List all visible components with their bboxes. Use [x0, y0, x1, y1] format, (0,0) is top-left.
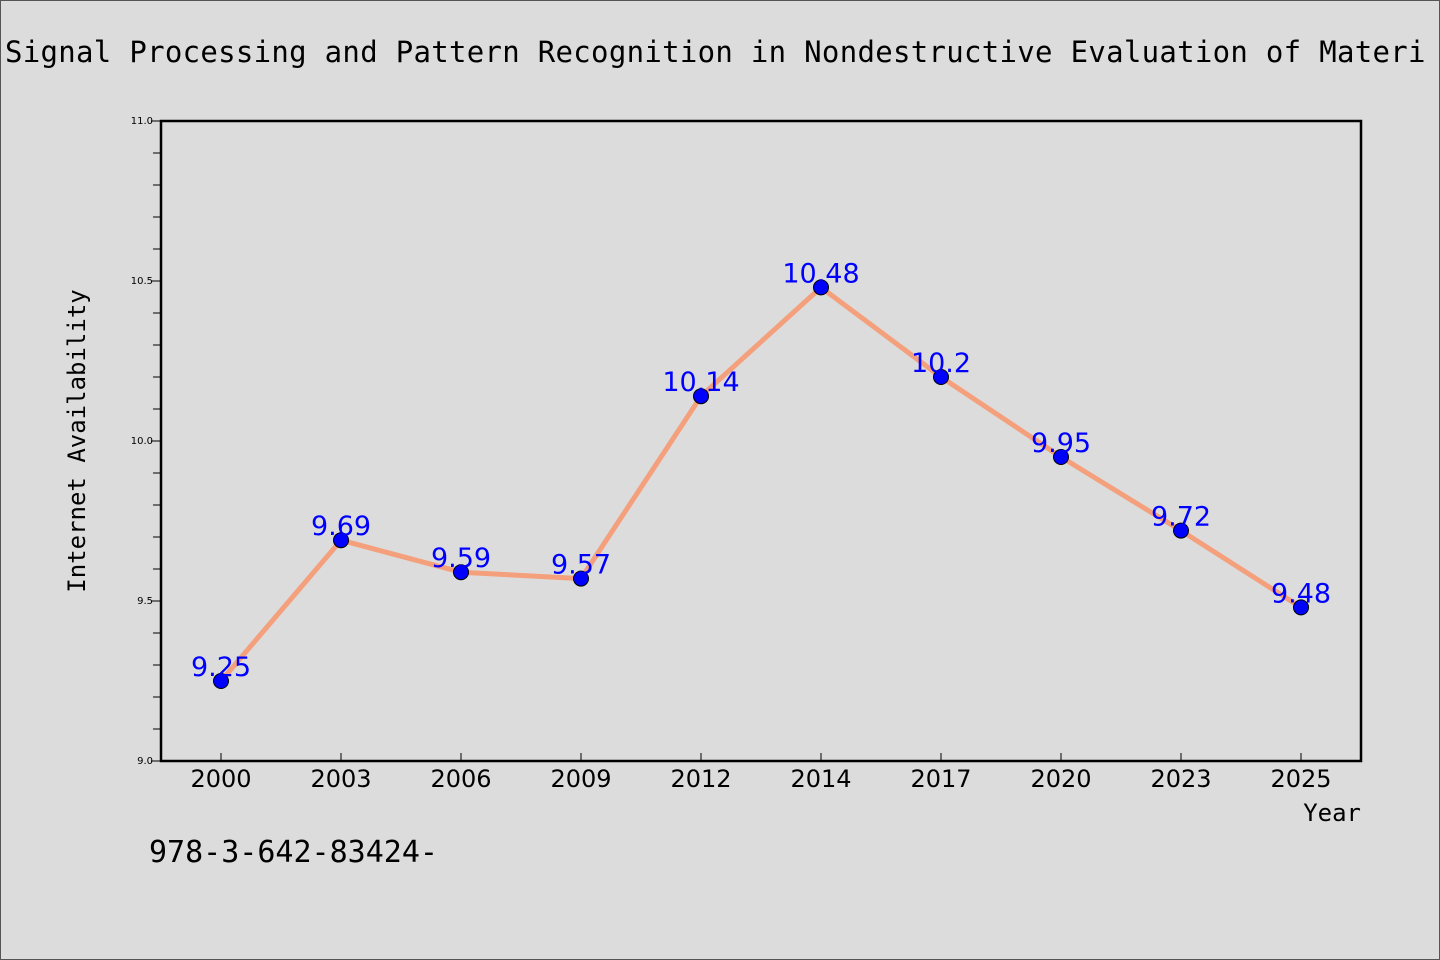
- y-tick-label: 10.5: [131, 276, 153, 287]
- data-label: 9.69: [311, 511, 371, 542]
- data-point: [693, 388, 709, 405]
- x-tick-label: 2017: [910, 765, 971, 793]
- x-tick-label: 2025: [1270, 765, 1331, 793]
- y-tick-label: 10.0: [131, 436, 153, 447]
- data-point: [1293, 599, 1309, 616]
- data-point: [453, 564, 469, 581]
- x-tick-label: 2023: [1150, 765, 1211, 793]
- data-label: 9.25: [191, 652, 251, 683]
- data-labels: 9.25 9.69 9.59 9.57 10.14 10.48 10.2 9.95 9.72 9.…: [191, 258, 1331, 683]
- data-label: 9.48: [1271, 578, 1331, 609]
- x-axis-label: Year: [1303, 799, 1361, 827]
- series-markers: [213, 279, 1309, 689]
- y-tick-label: 11.0: [131, 116, 153, 127]
- data-label: 10.14: [662, 367, 739, 398]
- x-tick-label: 2006: [430, 765, 491, 793]
- isbn-text: 978-3-642-83424-: [149, 835, 438, 870]
- x-tick-label: 2014: [790, 765, 851, 793]
- data-label: 9.95: [1031, 428, 1091, 459]
- y-axis-ticks: 9.0 9.5 10.0 10.5 11.0: [131, 116, 161, 767]
- data-label: 9.59: [431, 543, 491, 574]
- x-tick-label: 2000: [190, 765, 251, 793]
- data-point: [1173, 522, 1189, 539]
- x-axis-ticks: 2000 2003 2006 2009 2012 2014 2017 2020 2023 2025: [190, 753, 1332, 793]
- chart-title: Signal Processing and Pattern Recognitio…: [5, 35, 1426, 69]
- y-tick-label: 9.5: [137, 596, 153, 607]
- y-tick-label: 9.0: [137, 756, 153, 767]
- plot-area-frame: [159, 119, 1363, 763]
- data-point: [333, 532, 349, 549]
- data-point: [1053, 449, 1069, 465]
- data-point: [813, 279, 829, 296]
- data-label: 9.72: [1151, 502, 1211, 533]
- data-point: [573, 570, 589, 587]
- data-point: [933, 369, 949, 385]
- data-label: 10.48: [782, 258, 859, 289]
- x-tick-label: 2009: [550, 765, 611, 793]
- y-axis-label: Internet Availability: [63, 289, 91, 592]
- series-line: [218, 284, 1304, 684]
- data-point: [213, 673, 229, 689]
- data-label: 9.57: [551, 550, 611, 581]
- data-label: 10.2: [911, 348, 971, 379]
- x-tick-label: 2003: [310, 765, 371, 793]
- x-tick-label: 2012: [670, 765, 731, 793]
- x-tick-label: 2020: [1030, 765, 1091, 793]
